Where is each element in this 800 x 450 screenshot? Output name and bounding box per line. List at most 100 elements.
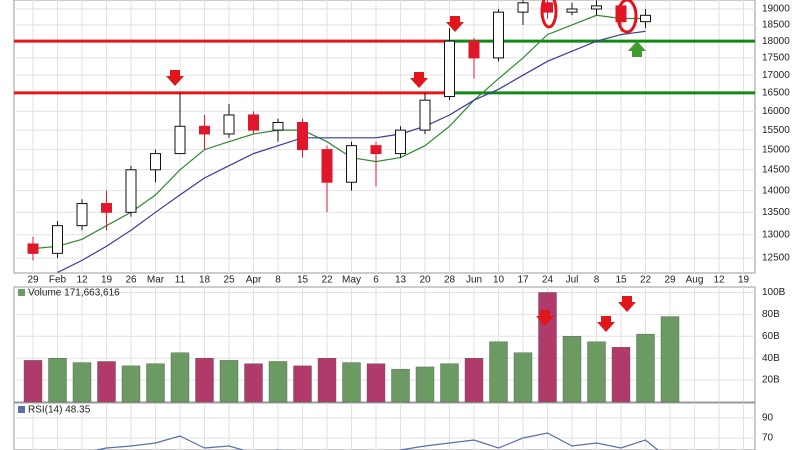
y-tick-label: 13500 [762,207,790,218]
legend-swatch [18,289,25,296]
x-tick-label: 28 [444,275,456,286]
candle-body [52,225,63,254]
volume-bar [293,365,312,403]
candle-body [321,149,333,183]
volume-bar [391,368,410,403]
rsi-line [93,432,659,450]
volume-bar [23,360,43,403]
x-tick-label: Mar [147,275,165,286]
volume-bar [244,363,263,403]
volume-bar [219,360,239,403]
volume-bar [415,366,435,403]
x-tick-label: 12 [76,275,88,286]
panel-title: Volume 171,663,616 [28,288,120,299]
candle-body [566,8,578,13]
circle-highlight [616,0,638,34]
candle-body [150,153,161,171]
x-tick-label: 20 [419,275,431,286]
candle-body [517,2,529,13]
x-tick-label: 13 [395,275,407,286]
x-tick-label: 29 [664,275,676,286]
x-tick-label: May [342,275,361,286]
x-tick-label: 22 [321,275,333,286]
x-tick-label: 6 [373,275,379,286]
candle-body [297,121,308,151]
y-tick-label: 40B [762,353,780,364]
volume-bar [660,316,680,403]
y-tick-label: 70 [762,433,774,444]
x-tick-label: 24 [542,275,554,286]
candle-body [101,203,112,213]
volume-bar [587,341,606,403]
y-tick-label: 12500 [762,253,790,264]
candle-body [468,40,480,59]
red-arrows [166,16,636,332]
y-tick-label: 60B [762,331,780,342]
x-tick-label: 8 [275,275,281,286]
volume-bar [342,362,361,403]
volume-bar [636,333,655,403]
x-tick-label: 11 [175,275,186,286]
volume-bar [170,352,190,403]
y-tick-label: 17500 [762,53,790,64]
y-tick-label: 16000 [762,106,790,117]
x-tick-label: 19 [101,275,113,286]
x-tick-label: Jul [566,275,579,286]
candle-body [223,114,235,135]
text-layer: 12500 13000 13500 14000 14500 15000 15500 16000… [27,4,790,444]
volume-bar [464,357,484,403]
volume-bar [538,292,557,403]
x-tick-label: Feb [49,275,67,286]
candle-body [591,5,602,10]
candle-body [199,125,210,135]
panel-title: RSI(14) 48.35 [28,405,91,416]
volume-bar [611,347,631,403]
x-tick-label: 29 [27,275,39,286]
y-tick-label: 13000 [762,229,790,240]
volume-bar [48,357,67,403]
candle-body [370,145,382,155]
y-tick-label: 16500 [762,88,790,99]
candle-body [419,99,431,131]
rsi-panel [13,402,756,450]
arrow [536,310,554,326]
y-tick-label: 15000 [762,144,790,155]
y-tick-label: 19000 [762,4,790,15]
y-tick-label: 14000 [762,185,790,196]
candle-body [640,14,651,23]
volume-bar [317,357,337,403]
x-tick-label: 26 [125,275,137,286]
volume-bar [440,363,459,403]
y-tick-label: 18500 [762,20,790,31]
y-tick-label: 100B [762,287,786,298]
x-tick-label: Jun [466,275,482,286]
x-tick-label: 18 [199,275,211,286]
arrow [618,296,636,312]
legend-swatch [18,406,25,413]
y-tick-label: 80B [762,309,780,320]
candle-body [27,243,39,254]
x-tick-label: 8 [594,275,600,286]
y-tick-label: 18000 [762,36,790,47]
y-tick-label: 14500 [762,164,790,175]
volume-bar [489,341,508,403]
x-tick-label: Apr [246,275,262,286]
arrow [166,70,184,86]
x-tick-label: 15 [297,275,309,286]
circle-highlight [540,0,558,29]
volume-bar [97,361,116,403]
candle-body [493,11,504,59]
candle-body [272,121,284,131]
volume-bar [268,361,288,403]
candle-body [76,203,88,227]
moving-average [57,30,646,273]
candle-body [444,40,455,98]
candle-body [395,129,406,155]
volume-bar [562,336,582,403]
volume-bar [146,363,165,403]
x-tick-label: 15 [615,275,627,286]
x-tick-label: 19 [738,275,750,286]
volume-bar [195,357,214,403]
